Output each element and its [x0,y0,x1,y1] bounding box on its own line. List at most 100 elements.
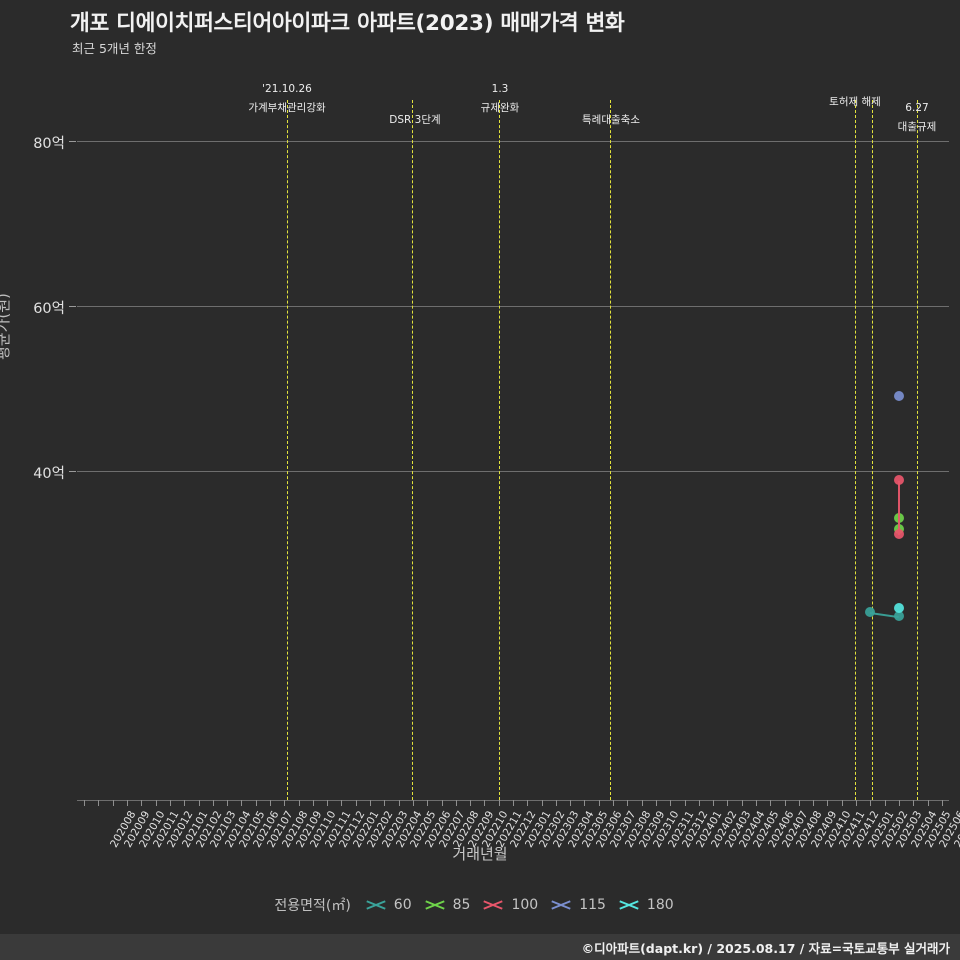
annotation-vline [499,100,500,800]
legend-item-115[interactable]: 115 [550,897,606,913]
x-tick-mark [613,800,615,806]
plot-area [69,100,949,800]
y-axis-title: 평균가(원) [0,293,12,360]
legend: 전용면적(㎡) 60 85 100 115 180 [0,895,960,915]
legend-item-60[interactable]: 60 [365,897,412,913]
x-tick-mark [798,800,800,806]
x-tick-mark [756,800,758,806]
x-tick-mark [813,800,815,806]
legend-label: 60 [393,897,412,913]
data-point[interactable] [893,611,904,622]
x-tick-mark [169,800,171,806]
footer-bar [0,934,960,960]
x-tick-mark [870,800,872,806]
x-tick-mark [198,800,200,806]
legend-label: 180 [646,897,674,913]
annotation-vline [287,100,288,800]
legend-label: 85 [452,897,471,913]
annotation-vline [412,100,413,800]
x-tick-mark [927,800,929,806]
annotation-date: 1.3 [491,83,509,95]
x-tick-mark [312,800,314,806]
legend-marker-icon [424,897,446,913]
annotation-label: 특례대출축소 [582,114,640,126]
x-tick-mark [741,800,743,806]
data-point[interactable] [865,607,876,618]
x-tick-mark [841,800,843,806]
x-tick-mark [770,800,772,806]
x-tick-mark [941,800,943,806]
x-tick-mark [527,800,529,806]
data-point[interactable] [893,529,904,539]
x-tick-mark [455,800,457,806]
legend-item-85[interactable]: 85 [424,897,471,913]
x-tick-mark [684,800,686,806]
x-tick-mark [427,800,429,806]
x-tick-mark [355,800,357,806]
x-tick-mark [670,800,672,806]
data-point[interactable] [893,474,904,485]
legend-marker-icon [482,897,504,913]
y-tick-label: 40억 [33,465,65,482]
y-gridline [77,470,949,472]
x-tick-mark [398,800,400,806]
x-tick-mark [541,800,543,806]
x-tick-mark [327,800,329,806]
x-tick-mark [884,800,886,806]
legend-marker-icon [618,897,640,913]
legend-title: 전용면적(㎡) [274,898,351,914]
x-tick-mark [184,800,186,806]
x-tick-mark [127,800,129,806]
x-tick-mark [370,800,372,806]
annotation-vline [855,100,856,800]
x-tick-mark [827,800,829,806]
x-tick-mark [269,800,271,806]
chart-subtitle: 최근 5개년 한정 [72,41,157,56]
y-tick-mark [69,141,76,143]
annotation-vline [917,100,918,800]
data-point[interactable] [893,391,904,402]
x-tick-mark [284,800,286,806]
x-tick-mark [898,800,900,806]
page-title: 개포 디에이치퍼스티어아이파크 아파트(2023) 매매가격 변화 [70,11,625,36]
y-tick-mark [69,470,76,472]
annotation-label: 대출규제 [897,121,937,133]
x-tick-mark [212,800,214,806]
x-tick-mark [484,800,486,806]
x-tick-mark [141,800,143,806]
x-tick-mark [570,800,572,806]
x-tick-mark [112,800,114,806]
x-tick-mark [641,800,643,806]
x-tick-mark [384,800,386,806]
x-tick-mark [698,800,700,806]
legend-label: 115 [579,897,606,913]
y-tick-mark [69,305,76,307]
x-tick-mark [84,800,86,806]
y-tick-label: 60억 [33,300,65,317]
legend-item-100[interactable]: 100 [482,897,538,913]
x-tick-mark [227,800,229,806]
legend-label: 100 [511,897,539,913]
x-tick-mark [298,800,300,806]
x-tick-mark [627,800,629,806]
x-tick-mark [856,800,858,806]
x-tick-mark [470,800,472,806]
legend-marker-icon [550,897,572,913]
x-tick-mark [727,800,729,806]
x-tick-mark [555,800,557,806]
data-point[interactable] [893,603,904,614]
x-tick-mark [584,800,586,806]
legend-item-180[interactable]: 180 [618,897,674,913]
annotation-label: 가계부채관리강화 [248,102,326,114]
y-tick-label: 80억 [33,136,65,153]
x-tick-mark [98,800,100,806]
annotation-vline [872,100,873,800]
x-tick-mark [513,800,514,806]
annotation-vline [610,100,611,800]
x-tick-mark [155,800,157,806]
x-tick-mark [241,800,243,806]
x-tick-mark [341,800,343,806]
x-tick-mark [255,800,257,806]
y-gridline [77,305,949,307]
